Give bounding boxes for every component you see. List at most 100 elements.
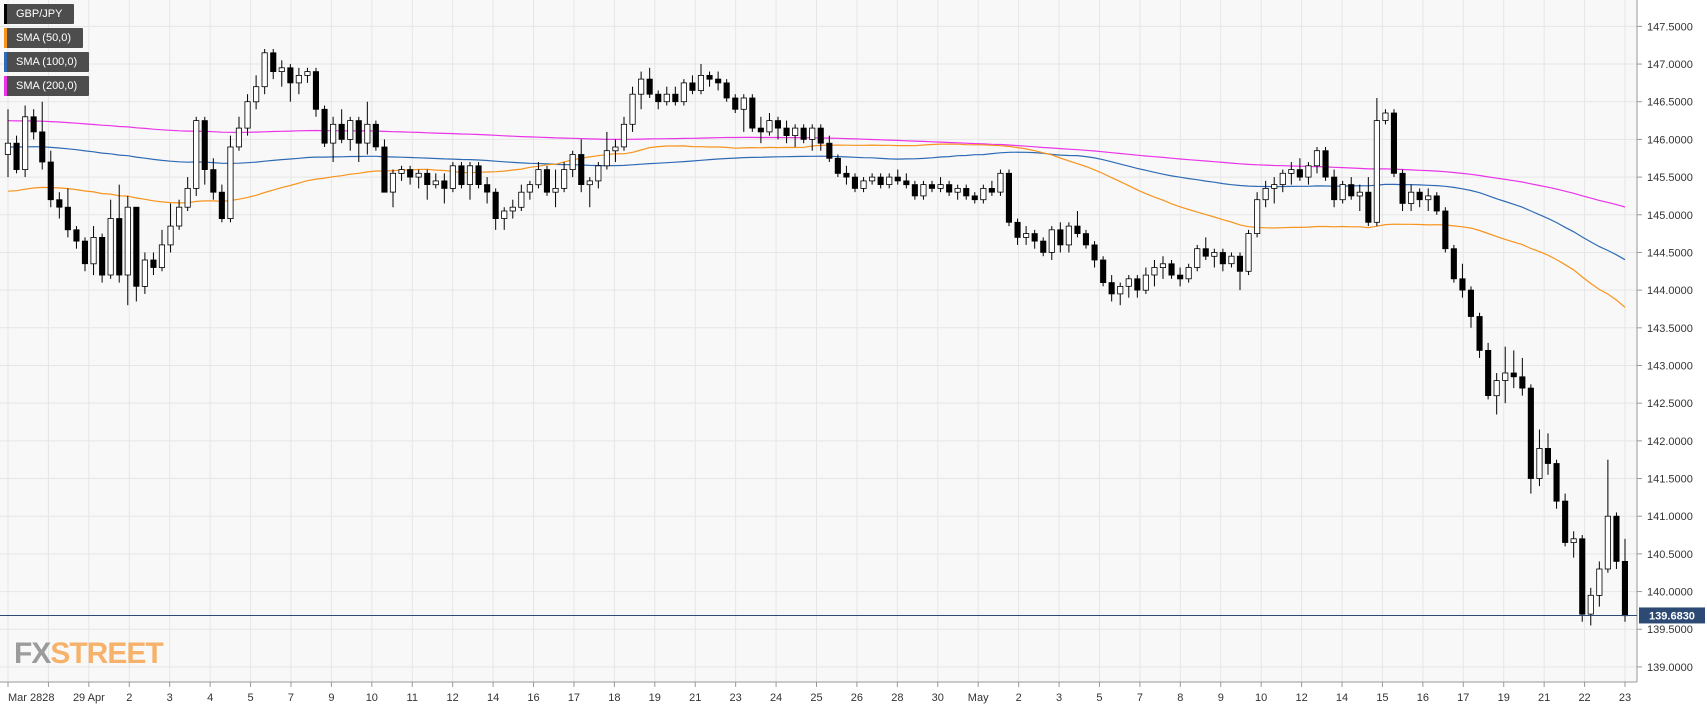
candle-body [1553, 463, 1560, 502]
candle-body [1065, 225, 1072, 246]
candle [1005, 169, 1012, 227]
candle [834, 154, 841, 178]
candle [954, 184, 961, 200]
candle-body [167, 225, 174, 246]
candle-body [1365, 191, 1372, 223]
candle-body [441, 180, 448, 189]
candle-body [1382, 112, 1389, 121]
candle-body [1014, 221, 1021, 238]
x-tick-label: 7 [288, 692, 294, 704]
candle-body [1082, 233, 1090, 246]
candle-body [543, 169, 550, 193]
candle-body [877, 176, 884, 186]
x-tick-label: 14 [487, 692, 499, 704]
candle-body [612, 146, 619, 152]
candle-body [64, 206, 71, 231]
candle-body [1245, 233, 1252, 272]
sma200-line [7, 120, 1626, 208]
candle [424, 169, 431, 200]
x-tick-label: 8 [1177, 692, 1183, 704]
candle-body [227, 146, 234, 219]
candle [672, 86, 679, 106]
legend-item-sma50[interactable]: SMA (50,0) [4, 28, 84, 48]
x-tick-label: 15 [1376, 692, 1388, 704]
candle [475, 162, 482, 189]
candle-body [1040, 240, 1047, 253]
candle [1031, 229, 1038, 249]
candle [971, 192, 978, 204]
legend-item-sma200[interactable]: SMA (200,0) [4, 76, 90, 96]
candle [869, 173, 876, 185]
candle-body [851, 176, 858, 189]
candle [1194, 244, 1201, 272]
x-tick-label: 14 [1336, 692, 1348, 704]
candle-body [1339, 184, 1346, 201]
candle [817, 124, 824, 151]
candle-body [424, 172, 431, 186]
candle [629, 86, 636, 132]
candle-body [749, 97, 756, 129]
candle-body [201, 120, 208, 170]
candle-body [843, 172, 850, 178]
legend-item-sma100[interactable]: SMA (100,0) [4, 52, 90, 72]
candle-body [124, 206, 131, 276]
candle-body [689, 82, 696, 91]
candle [466, 162, 473, 200]
current-price-label: 139.6830 [1649, 610, 1695, 622]
legend-item-symbol[interactable]: GBP/JPY [4, 4, 75, 24]
candle [911, 180, 918, 200]
candle [655, 90, 662, 110]
candle [295, 67, 302, 95]
candle [578, 139, 585, 193]
candle-body [646, 78, 653, 95]
candle [1254, 192, 1261, 238]
candle-body [1108, 282, 1115, 295]
x-tick-label: 16 [1417, 692, 1429, 704]
candle [1587, 587, 1594, 626]
candle [826, 135, 833, 163]
candle [1527, 384, 1534, 494]
candle [210, 158, 217, 200]
y-tick-label: 141.5000 [1647, 474, 1693, 486]
candle-body [1579, 538, 1586, 615]
candle-body [81, 240, 89, 265]
candle [963, 184, 970, 200]
x-tick-label: May [968, 692, 989, 704]
candle-body [1467, 289, 1475, 317]
candle [783, 120, 790, 144]
candle-body [1613, 515, 1620, 562]
candle-body [312, 71, 319, 110]
candle [4, 109, 12, 178]
candle [757, 116, 764, 144]
candle-body [1296, 169, 1303, 178]
candle-body [407, 169, 414, 178]
candle-body [800, 127, 807, 140]
candle-body [1562, 500, 1569, 543]
fxstreet-logo: FXSTREET [14, 637, 164, 671]
candle-body [552, 187, 559, 193]
y-tick-label: 144.0000 [1647, 285, 1693, 297]
candle [1151, 259, 1158, 287]
candle [458, 162, 465, 189]
x-tick-label: 4 [207, 692, 213, 704]
candle [167, 203, 174, 253]
candle [1365, 177, 1372, 227]
candle-body [347, 120, 354, 140]
candle-body [235, 127, 243, 148]
candle [509, 199, 516, 219]
candle [526, 180, 533, 200]
candle-body [672, 93, 679, 103]
candle [1604, 459, 1611, 573]
y-tick-label: 145.0000 [1647, 210, 1693, 222]
candle-body [1390, 112, 1398, 174]
candle [90, 226, 97, 276]
candle-body [1005, 172, 1012, 223]
candle-body [1570, 538, 1577, 543]
candle [355, 116, 362, 163]
candle-body [1271, 184, 1278, 189]
x-tick-label: 19 [649, 692, 661, 704]
candle [997, 169, 1004, 196]
candle [64, 188, 71, 238]
